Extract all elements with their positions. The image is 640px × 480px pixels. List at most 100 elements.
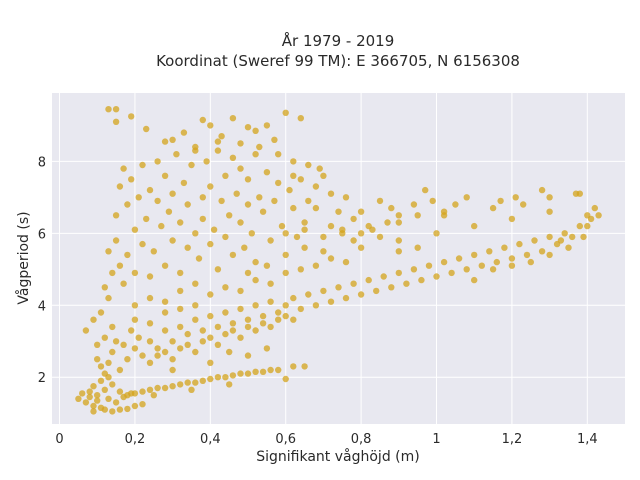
data-point [120,280,127,287]
data-point [422,186,429,194]
data-point [214,147,222,154]
data-point [282,269,289,277]
data-point [418,276,425,284]
data-point [320,172,327,179]
data-point [512,194,519,201]
data-point [109,381,116,388]
data-point [244,201,252,208]
data-point [199,338,206,345]
data-point [252,151,259,158]
data-point [312,262,320,269]
data-point [86,393,93,401]
data-point [199,116,206,124]
data-point [286,186,293,194]
data-point [576,190,583,197]
data-point [131,226,139,233]
data-point [290,158,297,165]
data-point [101,334,109,341]
data-point [244,316,252,323]
data-point [301,244,308,251]
data-point [569,233,576,241]
data-point [82,327,90,334]
x-tick-label: 0,8 [351,432,372,447]
data-point [184,379,191,386]
data-point [320,287,327,295]
data-point [263,262,271,269]
data-point [158,222,165,230]
data-point [275,179,282,187]
data-point [169,366,176,374]
data-point [267,298,274,305]
data-point [90,383,97,390]
data-point [165,208,173,215]
data-point [301,363,308,370]
data-point [146,294,154,302]
data-point [94,356,101,363]
data-point [105,294,112,302]
data-point [116,388,124,395]
data-point [207,183,214,190]
data-point [350,237,357,244]
data-point [471,251,478,259]
data-point [184,201,191,208]
data-point [109,323,116,331]
data-point [508,255,516,262]
data-point [120,165,127,172]
x-axis-ticks: 0 0,2 0,4 0,6 0,8 1 1,2 1,4 [55,432,597,447]
data-point [143,215,150,223]
data-point [403,280,410,287]
data-point [527,258,534,266]
data-point [150,392,157,399]
data-point [169,136,176,143]
data-point [112,212,120,219]
x-tick-label: 0 [55,432,63,447]
x-axis-label: Signifikant våghöjd (m) [256,448,419,465]
data-point [90,316,97,323]
data-point [112,237,120,244]
data-point [116,262,124,269]
data-point [263,345,271,352]
data-point [207,240,214,248]
data-point [135,334,142,341]
data-point [207,375,214,383]
data-point [169,237,176,244]
data-point [237,140,244,147]
data-point [252,258,259,266]
data-point [282,375,289,383]
data-point [146,320,154,327]
data-point [222,284,229,291]
data-point [192,230,199,237]
data-point [489,266,497,273]
data-point [229,327,237,334]
data-point [297,266,304,273]
data-point [229,251,237,259]
data-point [90,402,97,410]
data-point [192,147,199,154]
data-point [177,381,184,388]
data-point [218,197,225,205]
data-point [478,262,485,269]
data-point [486,248,493,255]
data-point [395,212,402,219]
data-point [139,352,146,359]
data-point [248,230,255,237]
data-point [105,374,112,381]
data-point [327,190,335,197]
data-point [226,381,233,388]
data-point [297,305,304,313]
data-point [210,226,218,233]
data-point [207,122,214,129]
data-point [267,237,274,244]
data-point [135,194,142,201]
data-point [188,161,195,169]
data-point [161,172,169,179]
data-point [82,399,90,406]
data-point [376,197,384,205]
data-point [169,356,176,363]
data-point [214,138,222,145]
data-point [290,204,297,212]
data-point [463,194,470,201]
data-point [241,244,248,251]
data-point [305,161,312,169]
data-point [282,230,289,237]
